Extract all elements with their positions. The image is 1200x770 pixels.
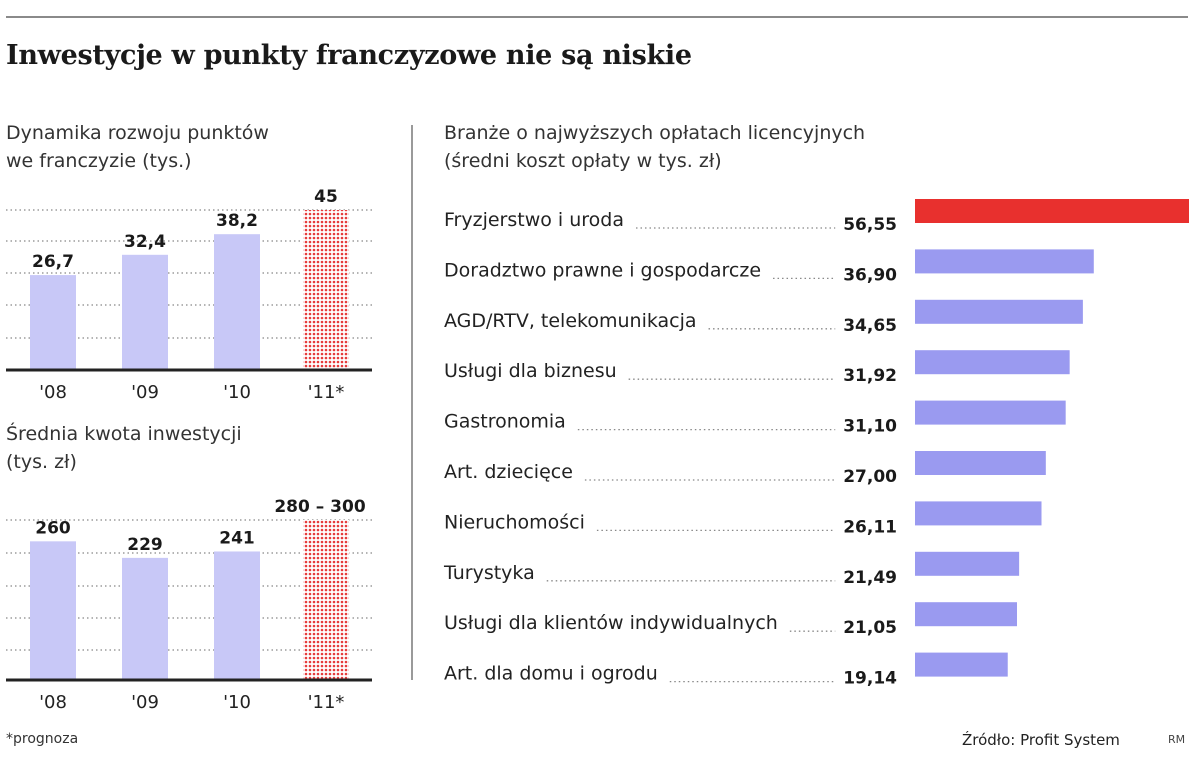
chart1-tick-label: '09	[131, 382, 159, 403]
hbar-bar	[915, 602, 1017, 627]
chart2-tick-label: '09	[131, 692, 159, 713]
chart3-title-block: Branże o najwyższych opłatach licencyjny…	[444, 119, 865, 175]
hbar-category-label: Art. dla domu i ogrodu	[444, 663, 658, 685]
footnote: *prognoza	[6, 731, 79, 747]
hbar-bar	[915, 400, 1066, 425]
hbar-bar	[915, 652, 1008, 677]
hbar-value-label: 26,11	[843, 517, 897, 537]
page-title: Inwestycje w punkty franczyzowe nie są n…	[6, 40, 692, 71]
top-rule	[6, 16, 1188, 18]
chart2-value-label: 229	[127, 535, 163, 555]
hbar-value-label: 31,10	[843, 417, 897, 437]
chart2-bar	[214, 551, 260, 680]
hbar-bar	[915, 199, 1189, 223]
hbar-value-label: 21,05	[843, 618, 897, 638]
chart1-value-label: 32,4	[124, 232, 166, 252]
chart2-value-label: 280 – 300	[274, 497, 365, 517]
hbar-value-label: 56,55	[843, 215, 897, 235]
hbar-category-label: AGD/RTV, telekomunikacja	[444, 310, 697, 332]
hbar-bar	[915, 350, 1070, 375]
chart2-title-block: Średnia kwota inwestycji (tys. zł)	[6, 420, 242, 476]
chart2-bar	[122, 557, 168, 680]
chart2-value-label: 260	[35, 518, 71, 538]
chart1-title: Dynamika rozwoju punktów	[6, 122, 269, 144]
chart2-subtitle: (tys. zł)	[6, 451, 77, 473]
chart1-bar	[214, 234, 260, 370]
hbar-value-label: 27,00	[843, 467, 897, 487]
hbar-category-label: Fryzjerstwo i uroda	[444, 209, 624, 231]
hbar-category-label: Nieruchomości	[444, 511, 585, 533]
hbar-bar	[915, 551, 1020, 576]
chart1-value-label: 38,2	[216, 211, 258, 231]
chart2-title: Średnia kwota inwestycji	[6, 423, 242, 445]
hbar-bar	[915, 249, 1094, 274]
chart1-value-label: 45	[314, 187, 338, 207]
chart2-tick-label: '11*	[308, 692, 345, 713]
chart2-bar	[30, 541, 76, 680]
hbar-value-label: 21,49	[843, 568, 897, 588]
chart2-value-label: 241	[219, 528, 255, 548]
hbar-value-label: 36,90	[843, 265, 897, 285]
credit: RM	[1168, 733, 1186, 746]
hbar-value-label: 31,92	[843, 366, 897, 386]
chart3-subtitle: (średni koszt opłaty w tys. zł)	[444, 150, 722, 172]
chart1-title-block: Dynamika rozwoju punktów we franczyzie (…	[6, 119, 269, 175]
hbar-bar	[915, 501, 1042, 526]
chart2-tick-label: '10	[223, 692, 251, 713]
panel-divider	[411, 125, 413, 680]
hbar-category-label: Gastronomia	[444, 411, 566, 433]
hbar-bar	[915, 299, 1083, 324]
chart2-tick-label: '08	[39, 692, 67, 713]
hbar-category-label: Usługi dla klientów indywidualnych	[444, 612, 778, 634]
source-note: Źródło: Profit System	[962, 731, 1120, 749]
hbar-bar	[915, 451, 1046, 475]
chart1-tick-label: '08	[39, 382, 67, 403]
hbar-category-label: Turystyka	[443, 562, 535, 584]
chart1-tick-label: '11*	[308, 382, 345, 403]
chart2-bar	[303, 520, 349, 680]
chart1-tick-label: '10	[223, 382, 251, 403]
chart1-bar	[303, 210, 349, 370]
chart3-title: Branże o najwyższych opłatach licencyjny…	[444, 122, 866, 144]
hbar-category-label: Usługi dla biznesu	[444, 360, 617, 382]
chart1-subtitle: we franczyzie (tys.)	[6, 150, 192, 172]
chart1-bar	[30, 275, 76, 370]
hbar-value-label: 19,14	[843, 669, 897, 689]
hbar-category-label: Art. dziecięce	[444, 461, 573, 483]
hbar-value-label: 34,65	[843, 316, 897, 336]
hbar-category-label: Doradztwo prawne i gospodarcze	[444, 259, 761, 281]
chart1-bar	[122, 254, 168, 370]
chart1-value-label: 26,7	[32, 252, 74, 272]
